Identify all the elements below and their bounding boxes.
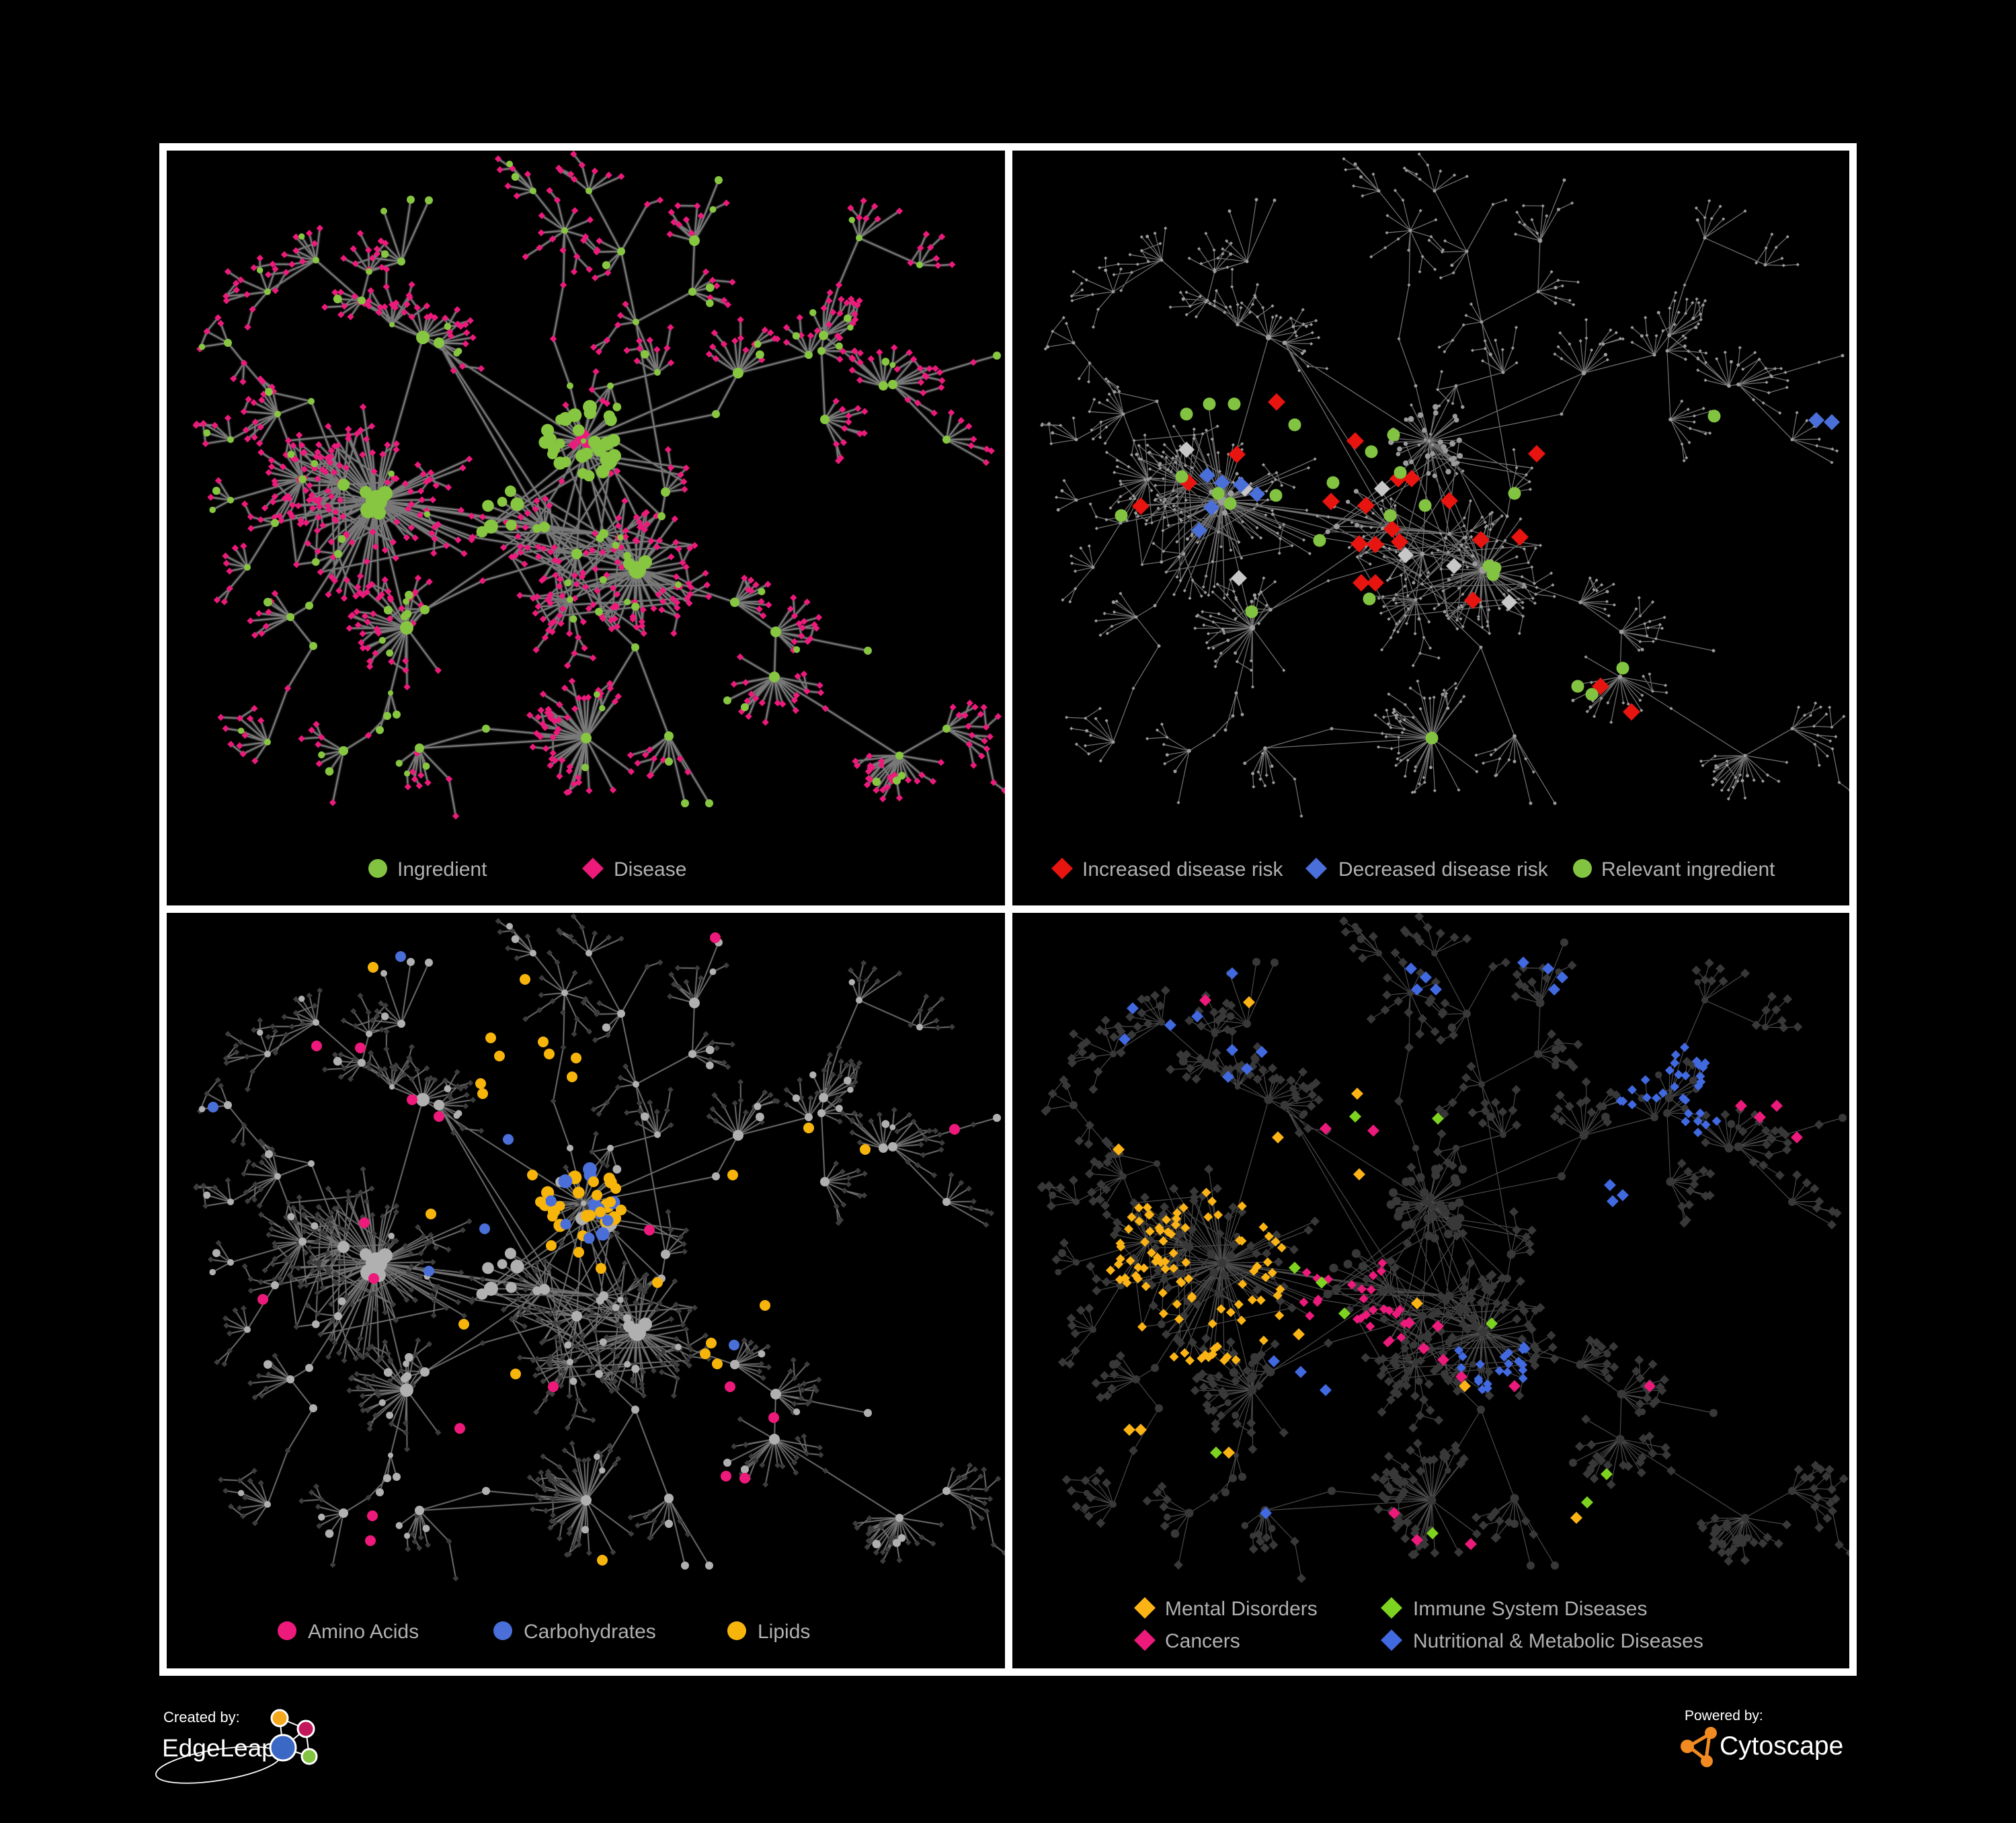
svg-text:Cytoscape: Cytoscape [1720,1732,1843,1760]
svg-text:Powered by:: Powered by: [1685,1708,1763,1724]
svg-text:Carbohydrates: Carbohydrates [524,1621,656,1643]
svg-text:Immune System Diseases: Immune System Diseases [1413,1598,1647,1620]
svg-text:EdgeLeap: EdgeLeap [162,1734,276,1762]
svg-text:Created by:: Created by: [163,1709,240,1726]
svg-text:Nutritional & Metabolic Diseas: Nutritional & Metabolic Diseases [1413,1630,1703,1652]
svg-text:Relevant ingredient: Relevant ingredient [1601,858,1775,881]
svg-text:Decreased disease risk: Decreased disease risk [1338,858,1549,881]
svg-text:Cancers: Cancers [1165,1630,1240,1652]
svg-text:Increased disease risk: Increased disease risk [1082,858,1283,881]
svg-text:Disease: Disease [614,858,686,881]
svg-text:Amino Acids: Amino Acids [308,1621,419,1643]
svg-text:Mental Disorders: Mental Disorders [1165,1598,1318,1620]
svg-text:Lipids: Lipids [758,1621,810,1643]
svg-text:Ingredient: Ingredient [397,858,487,881]
